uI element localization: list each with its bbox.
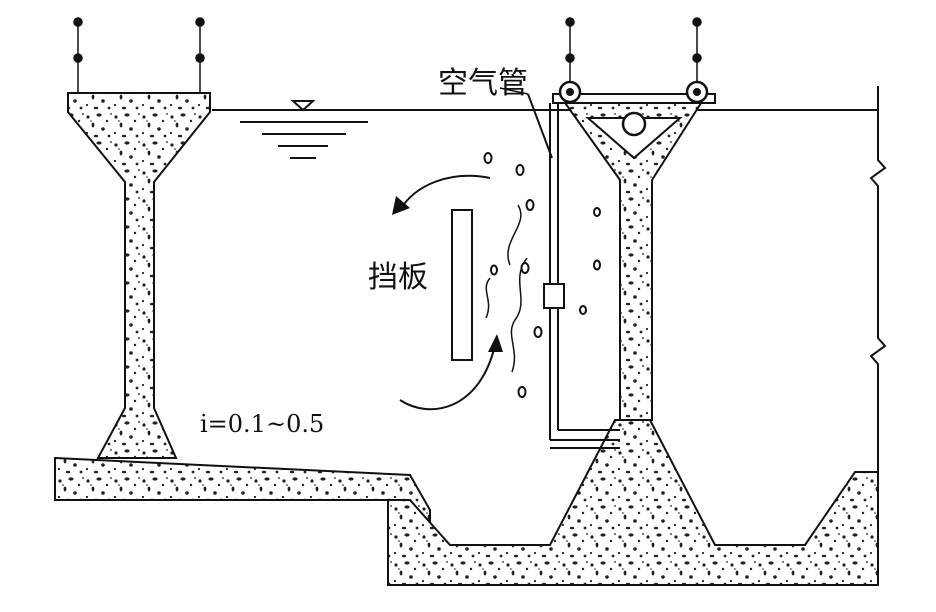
- arrow-head-left: [392, 196, 410, 215]
- flow-lines: [485, 204, 528, 373]
- circulation-arrows: [399, 174, 496, 411]
- top-beam: [552, 93, 716, 104]
- pipe-circle: [621, 111, 647, 137]
- right-base-hoppers: [387, 419, 879, 586]
- rails: [73, 17, 702, 93]
- left-divider-wall: [67, 92, 211, 459]
- air-bubbles: [483, 152, 601, 398]
- water-level-symbol: [240, 100, 368, 159]
- air-pipe-leader: [499, 87, 529, 95]
- baffle-plate: [451, 209, 473, 361]
- right-wall: [869, 86, 887, 476]
- arrow-head-up: [488, 334, 503, 352]
- baffle-label: 挡板: [368, 260, 428, 295]
- air-pipe-label: 空气管: [438, 66, 528, 101]
- slope-label: i=0.1~0.5: [200, 410, 325, 438]
- air-pipe: [527, 93, 620, 449]
- floor-slab: [54, 456, 431, 541]
